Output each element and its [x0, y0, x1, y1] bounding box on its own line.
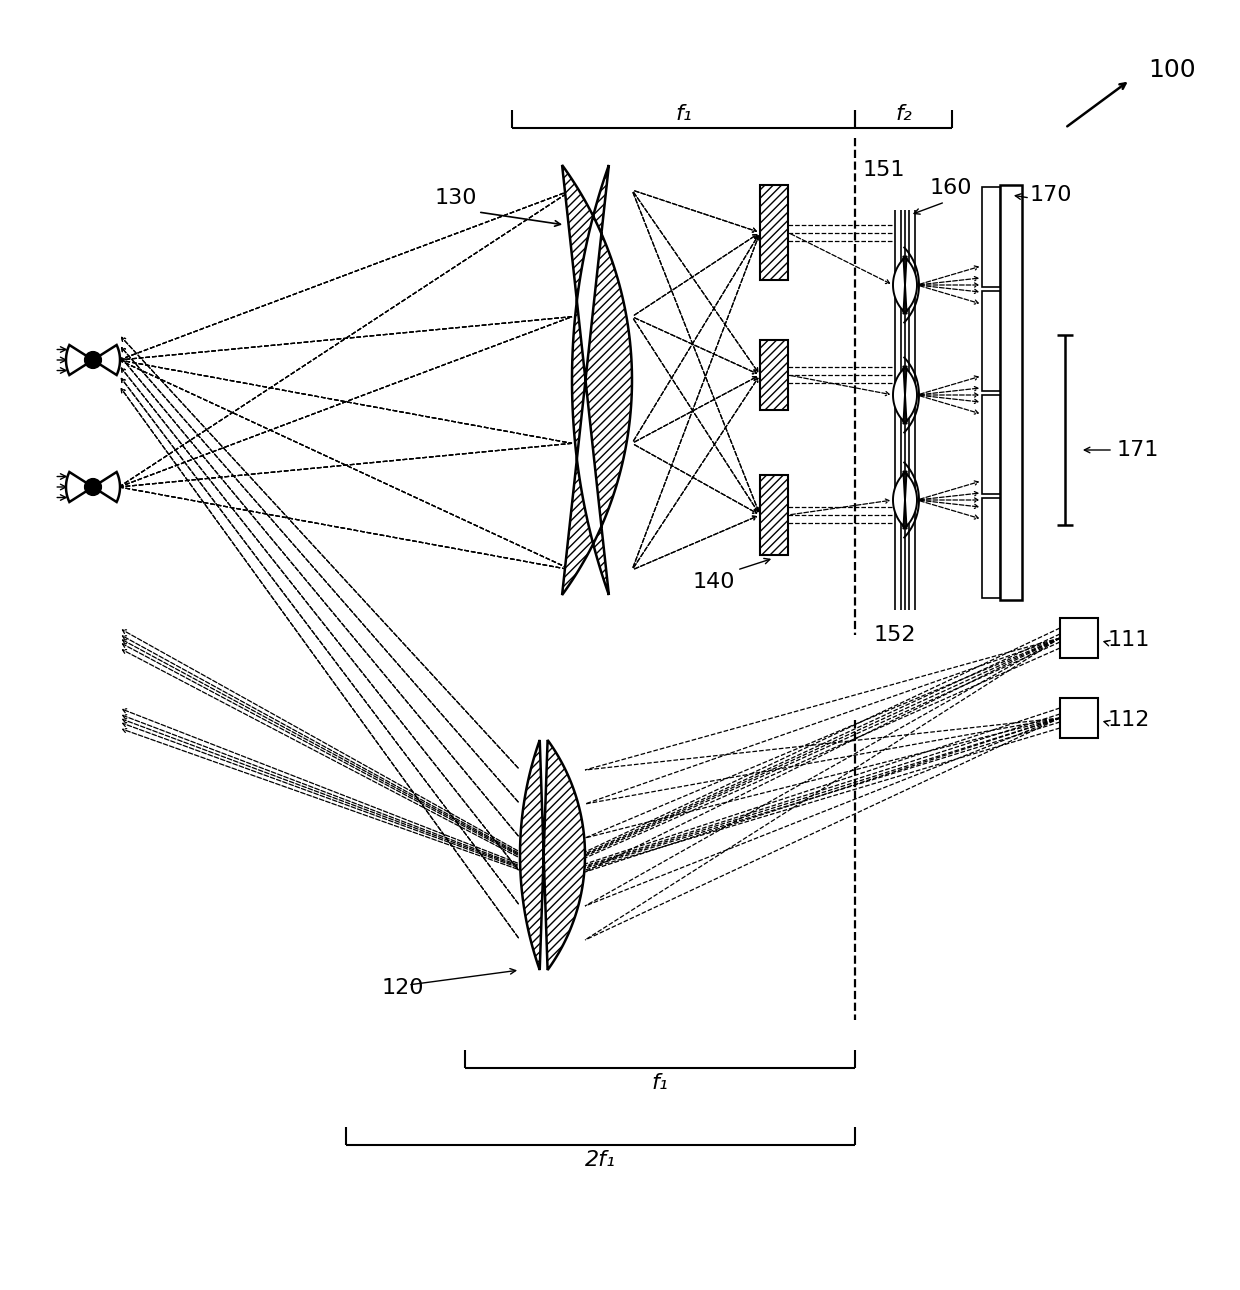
- Polygon shape: [562, 165, 632, 595]
- Text: 2f₁: 2f₁: [585, 1149, 616, 1170]
- Polygon shape: [893, 255, 918, 313]
- Polygon shape: [893, 366, 918, 424]
- Bar: [982, 187, 999, 286]
- Text: f₁: f₁: [652, 1073, 668, 1093]
- Text: 152: 152: [874, 624, 916, 645]
- Bar: [999, 184, 1022, 600]
- Text: 160: 160: [930, 178, 972, 197]
- Bar: [760, 184, 787, 280]
- Text: 100: 100: [1148, 58, 1195, 83]
- Circle shape: [84, 479, 102, 495]
- Bar: [982, 290, 999, 391]
- Text: 111: 111: [1109, 630, 1151, 650]
- Text: 112: 112: [1109, 710, 1151, 730]
- Text: 120: 120: [382, 978, 424, 998]
- Text: f₁: f₁: [675, 104, 692, 124]
- Bar: [1060, 618, 1097, 658]
- Bar: [760, 475, 787, 555]
- Text: 171: 171: [1117, 440, 1159, 461]
- Polygon shape: [66, 472, 120, 502]
- Text: 151: 151: [863, 160, 905, 181]
- Polygon shape: [66, 344, 120, 375]
- Text: 170: 170: [1030, 184, 1073, 205]
- Text: f₂: f₂: [895, 104, 911, 124]
- Text: 140: 140: [692, 571, 735, 592]
- Bar: [760, 341, 787, 410]
- Text: 130: 130: [435, 188, 477, 208]
- Bar: [982, 498, 999, 599]
- Bar: [1060, 698, 1097, 738]
- Bar: [982, 395, 999, 494]
- Circle shape: [84, 352, 102, 369]
- Polygon shape: [520, 740, 585, 970]
- Polygon shape: [893, 471, 918, 529]
